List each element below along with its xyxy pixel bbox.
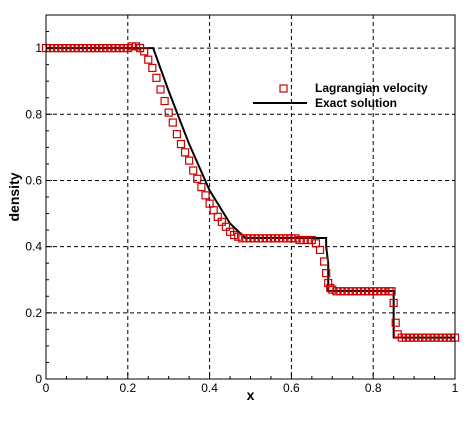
lagrangian-point xyxy=(315,245,325,255)
y-tick-label: 0.2 xyxy=(25,306,42,320)
legend: Lagrangian velocity Exact solution xyxy=(253,81,428,110)
legend-label-lagrangian: Lagrangian velocity xyxy=(315,81,428,95)
plot-series xyxy=(41,42,460,342)
x-tick-label: 0.4 xyxy=(201,381,218,395)
lagrangian-point xyxy=(185,156,194,165)
y-tick-label: 0 xyxy=(35,372,42,386)
y-tick-label: 0.6 xyxy=(25,173,42,187)
lagrangian-point xyxy=(172,130,181,139)
y-tick-label: 1 xyxy=(35,41,42,55)
y-tick-label: 0.8 xyxy=(25,107,42,121)
lagrangian-point xyxy=(209,206,218,215)
lagrangian-point xyxy=(176,139,186,149)
lagrangian-point xyxy=(322,269,331,278)
lagrangian-point xyxy=(387,287,396,296)
lagrangian-point xyxy=(197,182,206,192)
y-tick-label: 0.4 xyxy=(25,240,42,254)
lagrangian-point xyxy=(193,174,202,183)
lagrangian-point xyxy=(391,318,400,327)
lagrangian-point xyxy=(156,85,165,94)
lagrangian-point xyxy=(140,47,149,56)
lagrangian-point xyxy=(152,73,161,82)
y-axis-title: density xyxy=(6,172,22,221)
x-tick-label: 0.6 xyxy=(283,381,300,395)
lagrangian-point xyxy=(180,148,190,157)
lagrangian-point xyxy=(160,96,169,106)
x-axis-title: x xyxy=(247,387,255,403)
lagrangian-point xyxy=(164,108,173,117)
axis-ticks: 0 0.2 0.4 0.6 0.8 1 0 0.2 0.4 0.6 0.8 1 xyxy=(25,31,459,395)
x-tick-label: 0.8 xyxy=(365,381,382,395)
legend-marker-lagrangian xyxy=(279,84,288,93)
x-tick-label: 1 xyxy=(452,381,459,395)
lagrangian-point xyxy=(320,257,329,266)
lagrangian-point xyxy=(389,298,398,307)
lagrangian-point xyxy=(189,166,198,175)
x-tick-label: 0.2 xyxy=(119,381,136,395)
x-tick-label: 0 xyxy=(43,381,50,395)
lagrangian-point xyxy=(168,118,177,127)
lagrangian-point xyxy=(144,55,153,64)
lagrangian-point xyxy=(201,191,210,200)
lagrangian-point xyxy=(148,63,157,73)
legend-label-exact: Exact solution xyxy=(315,96,397,110)
